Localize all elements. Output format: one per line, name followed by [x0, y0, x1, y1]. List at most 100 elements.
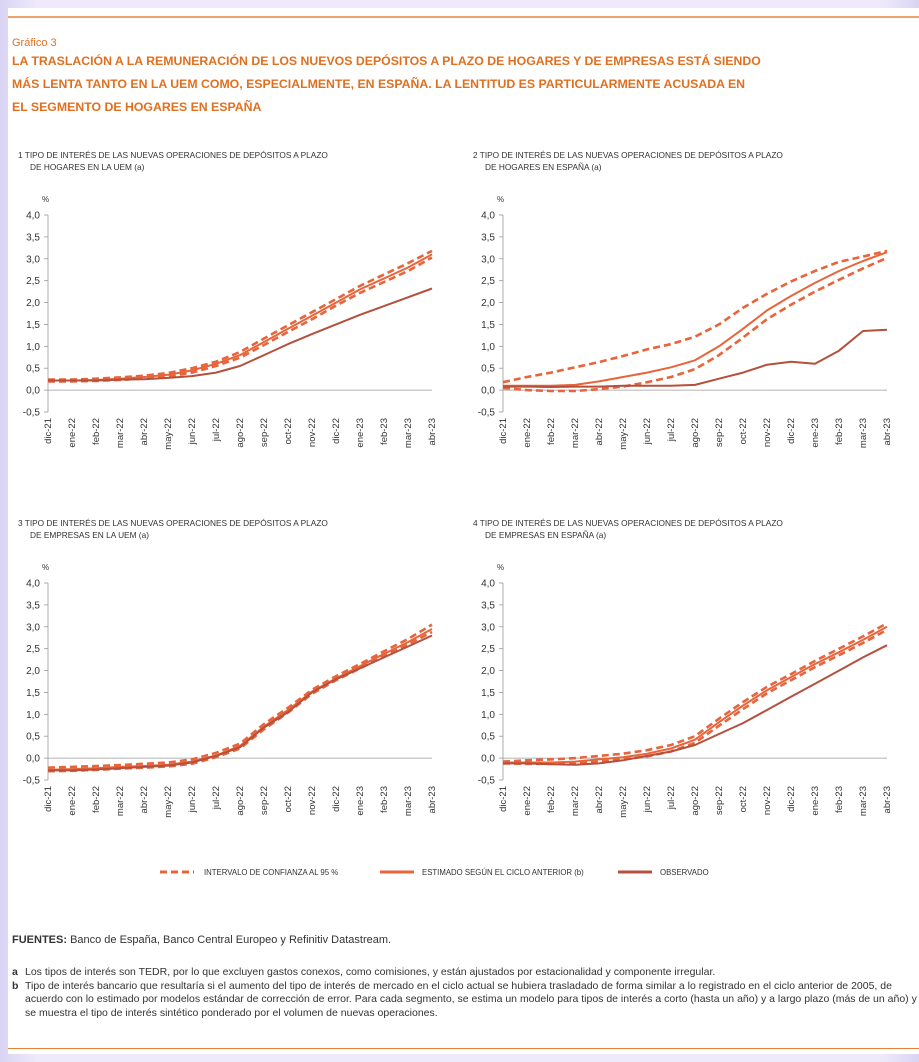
y-tick-label: 1,5	[481, 688, 495, 699]
y-tick-label: 2,0	[481, 666, 495, 677]
legend-label: OBSERVADO	[660, 868, 709, 877]
y-tick-label: 0,0	[26, 754, 40, 765]
y-tick-label: 3,0	[26, 622, 40, 633]
y-tick-label: 0,0	[26, 386, 40, 397]
y-tick-label: -0,5	[478, 408, 496, 419]
observed-line	[503, 328, 888, 388]
x-tick-label: jun-22	[187, 786, 198, 813]
x-tick-label: may-22	[163, 418, 174, 450]
x-tick-label: ene-23	[355, 786, 366, 816]
x-tick-label: nov-22	[762, 418, 773, 447]
y-tick-label: 0,0	[481, 754, 495, 765]
x-tick-label: feb-22	[546, 786, 557, 813]
x-tick-label: feb-23	[834, 418, 845, 445]
x-tick-label: abr-22	[139, 418, 150, 445]
x-tick-label: ago-22	[690, 418, 701, 448]
chart-title: DE HOGARES EN ESPAÑA (a)	[485, 162, 602, 172]
ci-upper-line	[502, 249, 888, 384]
x-tick-label: ene-23	[810, 418, 821, 448]
x-tick-label: feb-22	[91, 786, 102, 813]
x-tick-label: nov-22	[307, 418, 318, 447]
x-tick-label: feb-22	[91, 418, 102, 445]
x-tick-label: mar-23	[403, 418, 414, 448]
x-tick-label: jul-22	[666, 418, 677, 442]
chart-title: DE HOGARES EN LA UEM (a)	[30, 162, 145, 172]
x-tick-label: abr-22	[139, 786, 150, 813]
y-tick-label: 1,5	[26, 320, 40, 331]
title-line: MÁS LENTA TANTO EN LA UEM COMO, ESPECIAL…	[12, 76, 745, 91]
y-tick-label: 1,5	[481, 320, 495, 331]
x-tick-label: sep-22	[259, 786, 270, 815]
x-tick-label: dic-21	[498, 786, 509, 812]
x-tick-label: ago-22	[690, 786, 701, 816]
x-tick-label: nov-22	[762, 786, 773, 815]
y-tick-label: 2,5	[481, 276, 495, 287]
x-tick-label: ene-22	[522, 786, 533, 816]
figure: Gráfico 3 LA TRASLACIÓN A LA REMUNERACIÓ…	[8, 16, 919, 946]
x-tick-label: mar-23	[858, 786, 869, 816]
x-tick-label: oct-22	[738, 786, 749, 812]
x-tick-label: oct-22	[283, 786, 294, 812]
x-tick-label: dic-22	[331, 418, 342, 444]
note-text: Tipo de interés bancario que resultaría …	[25, 979, 917, 1019]
y-tick-label: 4,0	[26, 579, 40, 590]
x-tick-label: abr-23	[427, 418, 438, 445]
x-tick-label: sep-22	[714, 418, 725, 447]
y-tick-label: 0,5	[481, 732, 495, 743]
x-tick-label: ene-22	[67, 786, 78, 816]
y-unit: %	[42, 195, 49, 204]
x-tick-label: dic-22	[331, 786, 342, 812]
sources: FUENTES: Banco de España, Banco Central …	[12, 934, 391, 946]
sources-text: Banco de España, Banco Central Europeo y…	[70, 934, 391, 946]
note-text: Los tipos de interés son TEDR, por lo qu…	[25, 966, 716, 978]
y-unit: %	[42, 563, 49, 572]
x-tick-label: nov-22	[307, 786, 318, 815]
x-tick-label: ene-22	[522, 418, 533, 448]
x-tick-label: feb-23	[834, 786, 845, 813]
x-tick-label: may-22	[163, 786, 174, 818]
title-line: LA TRASLACIÓN A LA REMUNERACIÓN DE LOS N…	[12, 53, 761, 68]
ci-lower-line	[48, 256, 433, 383]
ci-lower-line	[502, 628, 888, 766]
x-tick-label: dic-21	[498, 418, 509, 444]
x-tick-label: sep-22	[259, 418, 270, 447]
x-tick-label: abr-23	[427, 786, 438, 813]
x-tick-label: mar-22	[115, 786, 126, 816]
y-tick-label: 1,0	[481, 342, 495, 353]
x-tick-label: oct-22	[738, 418, 749, 444]
note-letter: a	[12, 966, 18, 978]
chart-title: 3 TIPO DE INTERÉS DE LAS NUEVAS OPERACIO…	[18, 518, 328, 528]
x-tick-label: dic-22	[786, 786, 797, 812]
y-tick-label: 1,0	[481, 710, 495, 721]
y-tick-label: 2,0	[26, 666, 40, 677]
observed-line	[48, 634, 433, 772]
x-tick-label: sep-22	[714, 786, 725, 815]
y-tick-label: 3,0	[481, 622, 495, 633]
y-tick-label: 3,5	[26, 600, 40, 611]
y-tick-label: 3,5	[481, 232, 495, 243]
title-line: EL SEGMENTO DE HOGARES EN ESPAÑA	[12, 99, 262, 114]
x-tick-label: dic-21	[43, 418, 54, 444]
legend-label: ESTIMADO SEGÚN EL CICLO ANTERIOR (b)	[422, 868, 584, 877]
x-tick-label: dic-21	[43, 786, 54, 812]
estimated-line	[47, 628, 433, 771]
x-tick-label: feb-23	[379, 418, 390, 445]
y-tick-label: 0,5	[26, 732, 40, 743]
y-tick-label: 0,0	[481, 386, 495, 397]
x-tick-label: ene-23	[355, 418, 366, 448]
x-tick-label: jul-22	[211, 418, 222, 442]
x-tick-label: jun-22	[642, 418, 653, 445]
x-tick-label: mar-22	[570, 786, 581, 816]
estimated-line	[503, 625, 888, 764]
bottom-rule	[8, 1048, 919, 1049]
note-letter: b	[12, 979, 19, 992]
panel: Gráfico 3 LA TRASLACIÓN A LA REMUNERACIÓ…	[8, 8, 919, 1054]
y-tick-label: 1,0	[26, 710, 40, 721]
chart-title: 2 TIPO DE INTERÉS DE LAS NUEVAS OPERACIO…	[473, 150, 783, 160]
y-tick-label: 2,5	[26, 276, 40, 287]
chart-title: DE EMPRESAS EN LA UEM (a)	[30, 530, 149, 540]
note: a Los tipos de interés son TEDR, por lo q…	[12, 966, 917, 980]
y-tick-label: 3,5	[481, 600, 495, 611]
y-tick-label: -0,5	[23, 408, 41, 419]
x-tick-label: mar-22	[570, 418, 581, 448]
